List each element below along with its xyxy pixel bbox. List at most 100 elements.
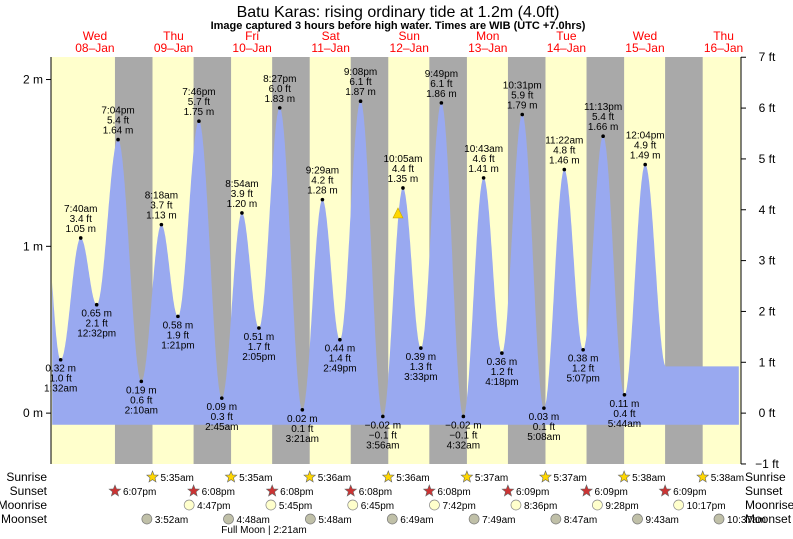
day-date: 15–Jan	[625, 41, 664, 55]
tide-point	[116, 137, 120, 142]
row-label-right: Moonset	[745, 512, 792, 526]
sunset-icon	[265, 484, 279, 497]
tide-point	[94, 302, 99, 307]
tide-time-label: 8:27pm	[263, 74, 296, 85]
right-tick-label: 3 ft	[759, 254, 776, 268]
tide-time-label: 2:45am	[205, 422, 238, 433]
sunset-icon	[580, 484, 593, 497]
tide-point	[358, 99, 363, 104]
tide-time-label: 11:13pm	[584, 102, 622, 113]
tide-time-label: 5:44am	[608, 419, 641, 430]
tide-m-label: 1.20 m	[227, 199, 258, 210]
tide-ft-label: 1.0 ft	[50, 374, 72, 385]
tide-point	[338, 337, 342, 342]
tide-ft-label: 0.6 ft	[130, 395, 152, 406]
tide-time-label: 10:43am	[464, 144, 503, 155]
tide-m-label: 1.49 m	[630, 151, 661, 162]
sunrise-time: 5:36am	[318, 473, 351, 484]
tide-time-label: 1:32am	[44, 384, 77, 395]
moonrise-time: 4:47pm	[197, 501, 230, 512]
row-label-right: Sunset	[745, 484, 783, 498]
moonrise-icon	[347, 499, 359, 511]
tide-m-label: 1.86 m	[426, 89, 457, 100]
moonset-time: 8:47am	[564, 515, 597, 526]
tide-m-label: 0.38 m	[568, 354, 599, 365]
tide-ft-label: 1.9 ft	[167, 330, 189, 341]
tide-point	[520, 112, 525, 117]
moonset-icon	[223, 513, 234, 525]
day-date: 11–Jan	[311, 41, 349, 55]
tide-m-label: 0.44 m	[325, 344, 356, 355]
tide-ft-label: 1.7 ft	[248, 342, 270, 353]
tide-time-label: 3:56am	[366, 440, 399, 451]
moonset-icon	[305, 513, 316, 525]
sunset-time: 6:08pm	[359, 487, 392, 498]
tide-ft-label: 0.3 ft	[211, 412, 233, 423]
tide-point	[300, 407, 305, 412]
right-tick-label: 0 ft	[759, 406, 776, 420]
tide-ft-label: 5.7 ft	[188, 97, 210, 108]
tide-point	[219, 396, 224, 400]
tide-m-label: 1.41 m	[468, 164, 499, 175]
sunrise-icon	[303, 470, 317, 483]
moonrise-icon	[183, 499, 195, 511]
tide-ft-label: 1.4 ft	[329, 354, 351, 365]
moonset-icon	[550, 513, 562, 525]
sunrise-time: 5:35am	[160, 473, 193, 484]
day-date: 16–Jan	[704, 41, 743, 55]
sunset-time: 6:08pm	[437, 487, 470, 498]
day-date: 13–Jan	[468, 41, 507, 55]
sunrise-icon	[381, 470, 395, 483]
row-label-left: Sunset	[10, 484, 48, 498]
tide-point	[197, 119, 201, 124]
tide-time-label: 2:49pm	[323, 364, 356, 375]
moonrise-time: 8:36pm	[524, 501, 557, 512]
tide-time-label: 2:10am	[125, 405, 158, 416]
right-tick-label: 1 ft	[759, 355, 776, 369]
day-date: 12–Jan	[390, 41, 429, 55]
day-name: Mon	[476, 29, 499, 43]
day-date: 10–Jan	[232, 41, 271, 55]
tide-point	[419, 346, 423, 350]
day-date: 14–Jan	[547, 41, 586, 55]
tide-m-label: 0.51 m	[244, 332, 275, 343]
tide-ft-label: 5.4 ft	[592, 112, 614, 123]
tide-point	[78, 236, 83, 240]
tide-ft-label: 4.9 ft	[634, 141, 656, 152]
tide-point	[643, 162, 647, 167]
tide-curve	[52, 101, 739, 425]
sunrise-icon	[539, 470, 552, 483]
moonrise-time: 5:45pm	[279, 501, 312, 512]
tide-point	[240, 211, 244, 215]
moonrise-time: 7:42pm	[442, 501, 475, 512]
tide-time-label: 12:32pm	[77, 329, 116, 340]
current-level-marker	[392, 207, 404, 219]
moonrise-icon	[429, 499, 440, 511]
tide-area	[52, 101, 739, 425]
right-tick-label: 7 ft	[759, 50, 776, 64]
tide-ft-label: 1.3 ft	[410, 362, 432, 373]
tide-time-label: 12:04pm	[626, 131, 665, 142]
tide-point	[176, 314, 180, 319]
tide-m-label: 0.39 m	[406, 352, 437, 363]
tide-time-label: 9:29am	[306, 166, 339, 177]
tide-m-label: 1.28 m	[307, 186, 338, 197]
left-tick-label: 1 m	[23, 239, 43, 253]
moonset-time: 3:52am	[155, 515, 188, 526]
sunrise-icon	[460, 470, 474, 483]
tide-ft-label: −0.1 ft	[369, 430, 397, 441]
sunset-time: 6:07pm	[123, 487, 156, 498]
tide-point	[381, 414, 385, 419]
tide-time-label: 3:33pm	[404, 372, 437, 383]
moonrise-icon	[673, 499, 684, 511]
sunrise-time: 5:38am	[711, 473, 744, 484]
tide-m-label: 1.05 m	[65, 224, 96, 235]
sunset-icon	[108, 484, 122, 497]
tide-point	[401, 186, 405, 190]
day-name: Sun	[399, 29, 420, 43]
tide-time-label: 7:04pm	[101, 106, 134, 117]
sunrise-icon	[146, 470, 159, 483]
tide-ft-label: 6.1 ft	[430, 79, 452, 90]
moonrise-time: 9:28pm	[605, 501, 638, 512]
right-tick-label: −1 ft	[755, 457, 779, 471]
